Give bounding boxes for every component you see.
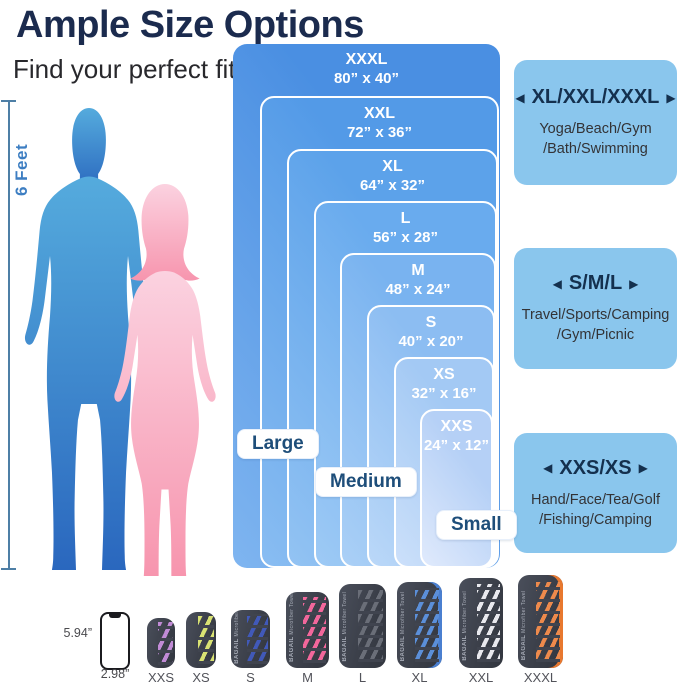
towel-brand-text: BAGAIL Microfiber Towel xyxy=(521,590,527,661)
towel-stripes xyxy=(303,597,327,663)
size-rect-xxs: XXS 24” x 12” xyxy=(420,409,493,568)
size-rect-dims: 64” x 32” xyxy=(359,177,426,194)
towel-stripes xyxy=(476,584,501,662)
size-rect-name: M xyxy=(411,262,425,279)
towel-stripes xyxy=(246,614,268,664)
size-rect-dims: 40” x 20” xyxy=(398,333,464,350)
page-title: Ample Size Options xyxy=(16,4,364,46)
towel-xs xyxy=(186,612,216,668)
size-rect-name: XXS xyxy=(440,418,473,435)
use-box-3: ◀ XXS/XS ▶ Hand/Face/Tea/Golf/Fishing/Campi… xyxy=(514,433,677,553)
towel-size-label: XXXL xyxy=(523,670,558,682)
page-subtitle: Find your perfect fit! xyxy=(13,54,243,84)
size-rect-dims: 80” x 40” xyxy=(333,70,400,87)
towel-stripes xyxy=(415,588,440,662)
size-rect-name: XXXL xyxy=(345,51,388,68)
towel-size-label: M xyxy=(302,670,313,682)
towel-l: BAGAIL Microfiber Towel xyxy=(339,584,386,668)
measure-top-cap xyxy=(1,100,16,102)
phone-height-label: 5.94” xyxy=(63,626,93,640)
use-box-title-row: ◀ S/M/L ▶ xyxy=(553,272,639,295)
height-measure-line xyxy=(8,100,10,570)
right-arrow-icon: ▶ xyxy=(638,461,648,475)
use-box-uses: Hand/Face/Tea/Golf/Fishing/Camping xyxy=(531,490,660,530)
size-rect-name: S xyxy=(425,314,437,331)
size-rect-dims: 56” x 28” xyxy=(372,229,439,246)
left-arrow-icon: ◀ xyxy=(552,276,562,291)
towel-xxl: BAGAIL Microfiber Towel xyxy=(459,578,503,668)
towel-m: BAGAIL Microfiber Towel xyxy=(286,592,329,668)
towel-stripes xyxy=(357,589,384,663)
use-box-sizes-label: S/M/L xyxy=(568,272,623,294)
use-box-1: ◀ XL/XXL/XXXL ▶ Yoga/Beach/Gym/Bath/Swimmin… xyxy=(514,60,677,185)
towel-size-label: XXL xyxy=(468,670,494,682)
towel-stripes xyxy=(158,621,174,665)
towel-s: BAGAIL Microfiber Towel xyxy=(231,610,270,668)
use-line: Travel/Sports/Camping xyxy=(521,307,670,323)
use-line: /Bath/Swimming xyxy=(543,141,648,157)
towel-stripes xyxy=(536,581,561,662)
size-rect-dims: 48” x 24” xyxy=(385,281,451,298)
use-line: /Gym/Picnic xyxy=(556,327,635,343)
size-rect-dims: 72” x 36” xyxy=(346,124,413,141)
use-line: /Fishing/Camping xyxy=(539,511,652,528)
use-line: Hand/Face/Tea/Golf xyxy=(531,491,660,508)
towel-size-label: XXS xyxy=(147,670,174,682)
towel-size-label: L xyxy=(358,670,367,682)
towel-xxs xyxy=(147,618,175,668)
size-rect-dims: 32” x 16” xyxy=(411,385,477,402)
right-arrow-icon: ▶ xyxy=(629,276,639,291)
towel-brand-text: BAGAIL Microfiber Towel xyxy=(289,592,295,662)
use-box-title-row: ◀ XL/XXL/XXXL ▶ xyxy=(515,86,675,109)
towel-size-label: XL xyxy=(411,670,428,682)
size-rect-name: L xyxy=(400,210,411,227)
male-silhouette xyxy=(24,108,154,570)
left-arrow-icon: ◀ xyxy=(515,90,525,105)
left-arrow-icon: ◀ xyxy=(543,461,553,475)
size-rect-name: XXL xyxy=(363,105,396,122)
group-pill-medium: Medium xyxy=(315,467,417,497)
towel-brand-text: BAGAIL Microfiber Towel xyxy=(234,610,240,664)
use-box-sizes-label: XL/XXL/XXXL xyxy=(531,86,660,108)
use-box-title-row: ◀ XXS/XS ▶ xyxy=(543,457,648,480)
towel-xxxl: BAGAIL Microfiber Towel xyxy=(518,575,563,668)
towel-brand-text: BAGAIL Microfiber Towel xyxy=(462,591,468,661)
phone-width-label: 2.98” xyxy=(100,667,130,681)
size-rect-dims: 24” x 12” xyxy=(423,437,490,454)
size-rect-name: XL xyxy=(382,158,403,175)
phone-notch-icon xyxy=(109,614,121,618)
use-box-uses: Yoga/Beach/Gym/Bath/Swimming xyxy=(539,119,651,159)
use-box-uses: Travel/Sports/Camping/Gym/Picnic xyxy=(522,305,670,345)
use-box-2: ◀ S/M/L ▶ Travel/Sports/Camping/Gym/Picnic xyxy=(514,248,677,369)
right-arrow-icon: ▶ xyxy=(666,90,676,105)
towel-xl: BAGAIL Microfiber Towel xyxy=(397,582,442,668)
towel-brand-text: BAGAIL Microfiber Towel xyxy=(342,591,348,662)
group-pill-large: Large xyxy=(237,429,319,459)
female-silhouette xyxy=(114,184,216,576)
use-box-sizes-label: XXS/XS xyxy=(559,456,632,479)
use-line: Yoga/Beach/Gym xyxy=(539,121,652,137)
towel-brand-text: BAGAIL Microfiber Towel xyxy=(400,591,406,662)
measure-bottom-cap xyxy=(1,568,16,570)
towel-size-label: XS xyxy=(192,670,210,682)
size-rect-name: XS xyxy=(433,366,455,383)
towel-size-label: S xyxy=(246,670,255,682)
towel-stripes xyxy=(198,615,215,665)
group-pill-small: Small xyxy=(436,510,517,540)
phone-outline xyxy=(100,612,130,670)
